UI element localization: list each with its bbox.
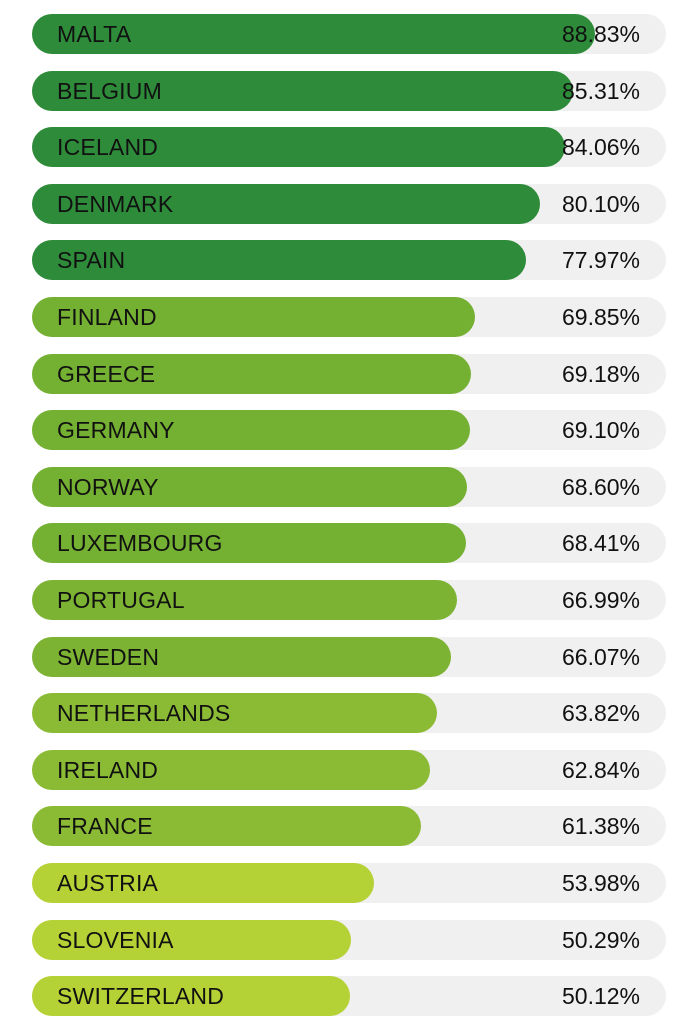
bar-row: LUXEMBOURG 68.41% bbox=[32, 523, 666, 563]
category-label: SPAIN bbox=[57, 247, 126, 273]
bar bbox=[32, 127, 565, 167]
bar bbox=[32, 863, 374, 903]
value-label: 66.07% bbox=[561, 644, 640, 670]
value-label: 50.29% bbox=[561, 927, 640, 953]
category-label: IRELAND bbox=[57, 757, 159, 783]
value-label: 66.99% bbox=[561, 587, 640, 613]
bar-row: NORWAY 68.60% bbox=[32, 467, 666, 507]
bar-row: GREECE 69.18% bbox=[32, 354, 666, 394]
bar-row: SPAIN 77.97% bbox=[32, 240, 666, 280]
category-label: AUSTRIA bbox=[57, 870, 159, 896]
category-label: NORWAY bbox=[57, 474, 159, 500]
category-label: GERMANY bbox=[57, 417, 175, 443]
bar bbox=[32, 750, 430, 790]
bar bbox=[32, 354, 471, 394]
category-label: SLOVENIA bbox=[57, 927, 174, 953]
bar-row: NETHERLANDS 63.82% bbox=[32, 693, 666, 733]
category-label: BELGIUM bbox=[57, 78, 162, 104]
bar bbox=[32, 297, 475, 337]
bar-row: AUSTRIA 53.98% bbox=[32, 863, 666, 903]
category-label: DENMARK bbox=[57, 191, 174, 217]
value-label: 80.10% bbox=[561, 191, 640, 217]
bar bbox=[32, 806, 421, 846]
value-label: 62.84% bbox=[561, 757, 640, 783]
category-label: SWITZERLAND bbox=[57, 983, 225, 1009]
bar-row: GERMANY 69.10% bbox=[32, 410, 666, 450]
bar bbox=[32, 523, 466, 563]
bar-row: IRELAND 62.84% bbox=[32, 750, 666, 790]
value-label: 69.10% bbox=[561, 417, 640, 443]
bar-row: SWEDEN 66.07% bbox=[32, 637, 666, 677]
bar-row: PORTUGAL 66.99% bbox=[32, 580, 666, 620]
bar bbox=[32, 410, 470, 450]
bar bbox=[32, 976, 350, 1016]
value-label: 69.85% bbox=[561, 304, 640, 330]
bar bbox=[32, 71, 573, 111]
bar bbox=[32, 14, 595, 54]
bar bbox=[32, 693, 437, 733]
bar-row: SLOVENIA 50.29% bbox=[32, 920, 666, 960]
category-label: ICELAND bbox=[57, 134, 159, 160]
value-label: 53.98% bbox=[561, 870, 640, 896]
category-label: NETHERLANDS bbox=[57, 700, 231, 726]
bar-row: BELGIUM 85.31% bbox=[32, 71, 666, 111]
bar bbox=[32, 467, 467, 507]
value-label: 88.83% bbox=[561, 21, 640, 47]
bar-row: DENMARK 80.10% bbox=[32, 184, 666, 224]
value-label: 69.18% bbox=[561, 361, 640, 387]
value-label: 61.38% bbox=[561, 813, 640, 839]
bar bbox=[32, 580, 457, 620]
category-label: SWEDEN bbox=[57, 644, 160, 670]
value-label: 77.97% bbox=[561, 247, 640, 273]
bar bbox=[32, 637, 451, 677]
value-label: 68.60% bbox=[561, 474, 640, 500]
value-label: 84.06% bbox=[561, 134, 640, 160]
value-label: 63.82% bbox=[561, 700, 640, 726]
category-label: MALTA bbox=[57, 21, 132, 47]
value-label: 85.31% bbox=[561, 78, 640, 104]
category-label: PORTUGAL bbox=[57, 587, 185, 613]
bar-row: MALTA 88.83% bbox=[32, 14, 666, 54]
category-label: FINLAND bbox=[57, 304, 157, 330]
category-label: LUXEMBOURG bbox=[57, 530, 223, 556]
bar-row: FRANCE 61.38% bbox=[32, 806, 666, 846]
bar bbox=[32, 240, 526, 280]
bar-row: ICELAND 84.06% bbox=[32, 127, 666, 167]
value-label: 68.41% bbox=[561, 530, 640, 556]
value-label: 50.12% bbox=[561, 983, 640, 1009]
category-label: FRANCE bbox=[57, 813, 153, 839]
bar-row: FINLAND 69.85% bbox=[32, 297, 666, 337]
bar bbox=[32, 920, 351, 960]
bar bbox=[32, 184, 540, 224]
bar-row: SWITZERLAND 50.12% bbox=[32, 976, 666, 1016]
category-label: GREECE bbox=[57, 361, 156, 387]
